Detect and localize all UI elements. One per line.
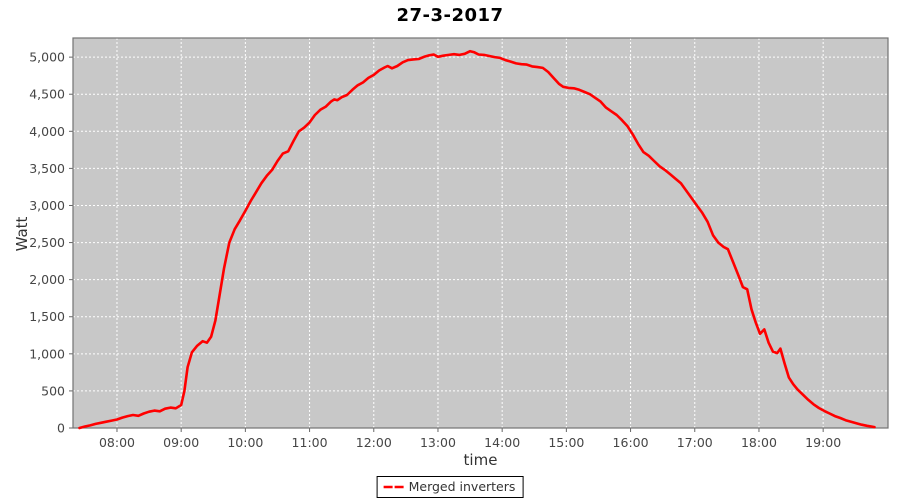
x-tick-label: 15:00 (548, 435, 584, 450)
y-tick-label: 4,000 (29, 124, 65, 139)
x-tick-label: 10:00 (227, 435, 263, 450)
y-axis-label: Watt (13, 216, 31, 252)
plot-svg: 0 500 1,000 1,500 2,000 2,500 3,000 3,500 4,000 4… (29, 37, 889, 450)
y-tick-label: 4,500 (29, 87, 65, 102)
y-tick-label: 0 (57, 421, 65, 436)
x-tick-label: 08:00 (99, 435, 135, 450)
series-line (78, 49, 876, 430)
y-tick-label: 3,500 (29, 161, 65, 176)
x-tick-label: 11:00 (292, 435, 328, 450)
x-tick-label: 18:00 (741, 435, 777, 450)
x-axis-label: time (463, 451, 498, 469)
y-tick-label: 1,500 (29, 309, 65, 324)
y-tick-label: 5,000 (29, 50, 65, 65)
y-tick-label: 2,500 (29, 235, 65, 250)
chart-title: 27-3-2017 (396, 5, 504, 26)
x-tick-label: 13:00 (420, 435, 456, 450)
legend-box: Merged inverters (376, 476, 524, 498)
x-tick-label: 17:00 (677, 435, 713, 450)
plot-area (73, 38, 888, 428)
y-tick-label: 500 (41, 383, 65, 398)
legend-line-swatch (383, 485, 404, 488)
x-tick-label: 16:00 (613, 435, 649, 450)
x-tick-label: 19:00 (805, 435, 841, 450)
y-tick-label: 1,000 (29, 346, 65, 361)
y-tick-label: 3,000 (29, 198, 65, 213)
plot-border (72, 37, 889, 429)
legend-label: Merged inverters (408, 479, 516, 494)
x-tick-label: 09:00 (163, 435, 199, 450)
x-tick-label: 12:00 (356, 435, 392, 450)
y-tick-label: 2,000 (29, 272, 65, 287)
x-tick-label: 14:00 (484, 435, 520, 450)
